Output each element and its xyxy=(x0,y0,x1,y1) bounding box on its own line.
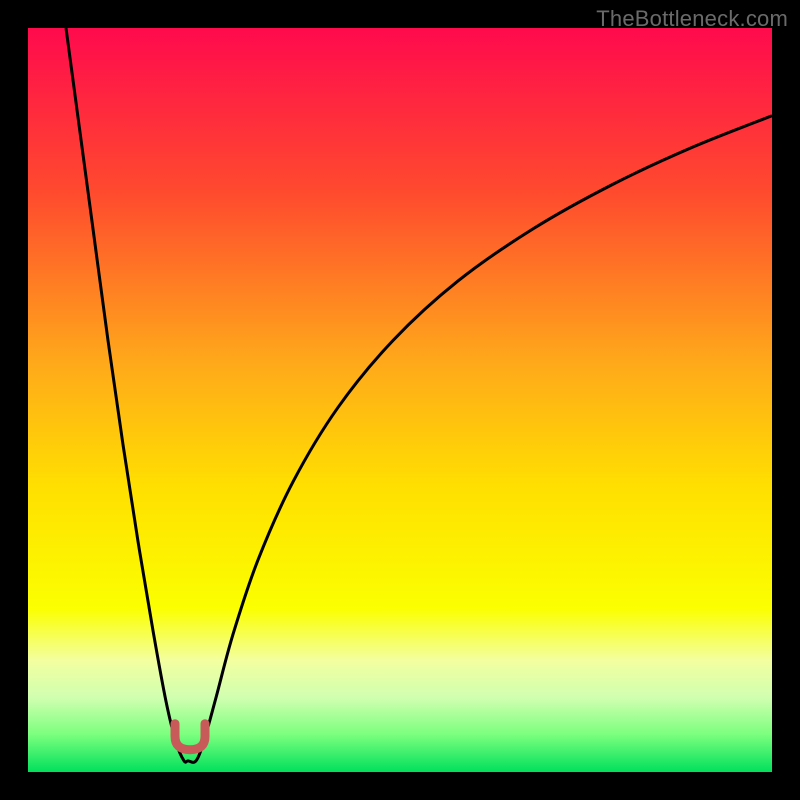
plot-area xyxy=(28,28,772,772)
figure-container: TheBottleneck.com xyxy=(0,0,800,800)
plot-svg xyxy=(28,28,772,772)
gradient-background xyxy=(28,28,772,772)
